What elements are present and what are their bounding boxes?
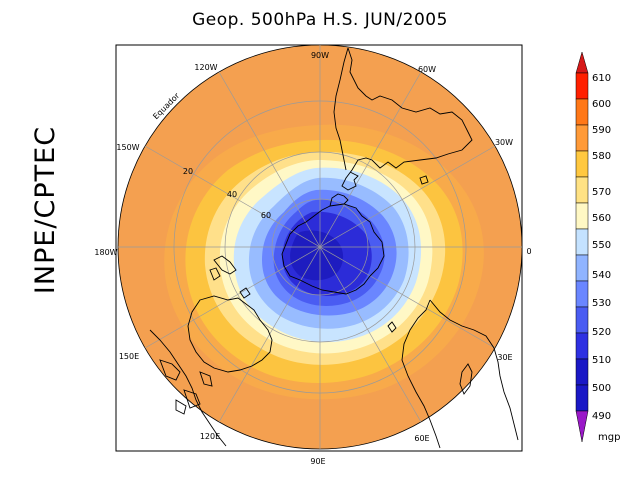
colorbar-label-550: 550 bbox=[592, 240, 611, 251]
south-georgia bbox=[419, 175, 429, 185]
coastlines bbox=[149, 47, 519, 449]
indonesia-islands bbox=[159, 359, 213, 415]
colorbar-swatch-585 bbox=[575, 124, 589, 152]
colorbar-swatch-605 bbox=[575, 72, 589, 100]
new-zealand-south bbox=[209, 267, 221, 281]
new-zealand-north bbox=[213, 255, 237, 275]
colorbar-label-500: 500 bbox=[592, 383, 611, 394]
colorbar-swatch-545 bbox=[575, 228, 589, 256]
colorbar-label-490: 490 bbox=[592, 411, 611, 422]
lon-label-0: 0 bbox=[526, 247, 531, 256]
lon-label-30w: 30W bbox=[495, 138, 513, 147]
lon-label-60w: 60W bbox=[418, 65, 436, 74]
africa-inner-coast bbox=[401, 299, 441, 449]
longitude-labels: 90W 60W 30W 0 30E 60E 90E 120E 150E 180W… bbox=[94, 51, 531, 466]
lon-label-120w: 120W bbox=[194, 63, 217, 72]
australia-coast bbox=[187, 295, 273, 373]
colorbar-swatch-485 bbox=[575, 384, 589, 412]
lat-label-40: 40 bbox=[227, 190, 237, 199]
kerguelen bbox=[387, 321, 397, 333]
colorbar-swatch-495 bbox=[575, 358, 589, 386]
colorbar-swatch-555 bbox=[575, 202, 589, 230]
contour-495 bbox=[290, 230, 344, 281]
colorbar-label-600: 600 bbox=[592, 99, 611, 110]
lon-label-150w: 150W bbox=[116, 143, 139, 152]
colorbar-label-540: 540 bbox=[592, 270, 611, 281]
madagascar bbox=[459, 363, 473, 395]
lon-label-180w: 180W bbox=[94, 248, 117, 257]
colorbar-under-triangle bbox=[575, 410, 589, 443]
antarctic-peninsula bbox=[329, 193, 349, 207]
lon-label-30e: 30E bbox=[497, 353, 512, 362]
colorbar-label-560: 560 bbox=[592, 213, 611, 224]
lon-label-90w: 90W bbox=[311, 51, 329, 60]
colorbar-swatch-535 bbox=[575, 254, 589, 282]
colorbar-swatch-505 bbox=[575, 332, 589, 360]
colorbar-label-510: 510 bbox=[592, 355, 611, 366]
meridian-lines bbox=[118, 45, 522, 449]
colorbar-label-590: 590 bbox=[592, 125, 611, 136]
colorbar-label-610: 610 bbox=[592, 73, 611, 84]
map-title: Geop. 500hPa H.S. JUN/2005 bbox=[192, 10, 448, 30]
antarctica-coast bbox=[281, 203, 385, 295]
colorbar-swatch-595 bbox=[575, 98, 589, 126]
colorbar-swatch-515 bbox=[575, 306, 589, 334]
colorbar-unit: mgp bbox=[598, 432, 620, 443]
colorbar-swatch-565 bbox=[575, 176, 589, 204]
colorbar-label-570: 570 bbox=[592, 187, 611, 198]
lat-label-20: 20 bbox=[183, 167, 193, 176]
colorbar-swatch-525 bbox=[575, 280, 589, 308]
south-america-west-coast bbox=[333, 47, 349, 171]
africa-coast bbox=[429, 299, 519, 441]
lon-label-150e: 150E bbox=[119, 352, 139, 361]
colorbar-label-580: 580 bbox=[592, 151, 611, 162]
colorbar-label-530: 530 bbox=[592, 298, 611, 309]
southeast-asia-coast bbox=[149, 329, 227, 447]
lon-label-120e: 120E bbox=[200, 432, 220, 441]
south-america-coast bbox=[341, 47, 473, 191]
colorbar-swatch-575 bbox=[575, 150, 589, 178]
lat-label-60: 60 bbox=[261, 211, 271, 220]
lon-label-90e: 90E bbox=[310, 457, 325, 466]
tasmania bbox=[239, 287, 251, 299]
meridian-150w-30e bbox=[144, 145, 496, 349]
colorbar: 610 600 590 580 570 560 550 540 530 520 … bbox=[575, 51, 620, 443]
colorbar-label-520: 520 bbox=[592, 327, 611, 338]
lon-label-60e: 60E bbox=[414, 434, 429, 443]
colorbar-over-triangle bbox=[575, 51, 589, 74]
